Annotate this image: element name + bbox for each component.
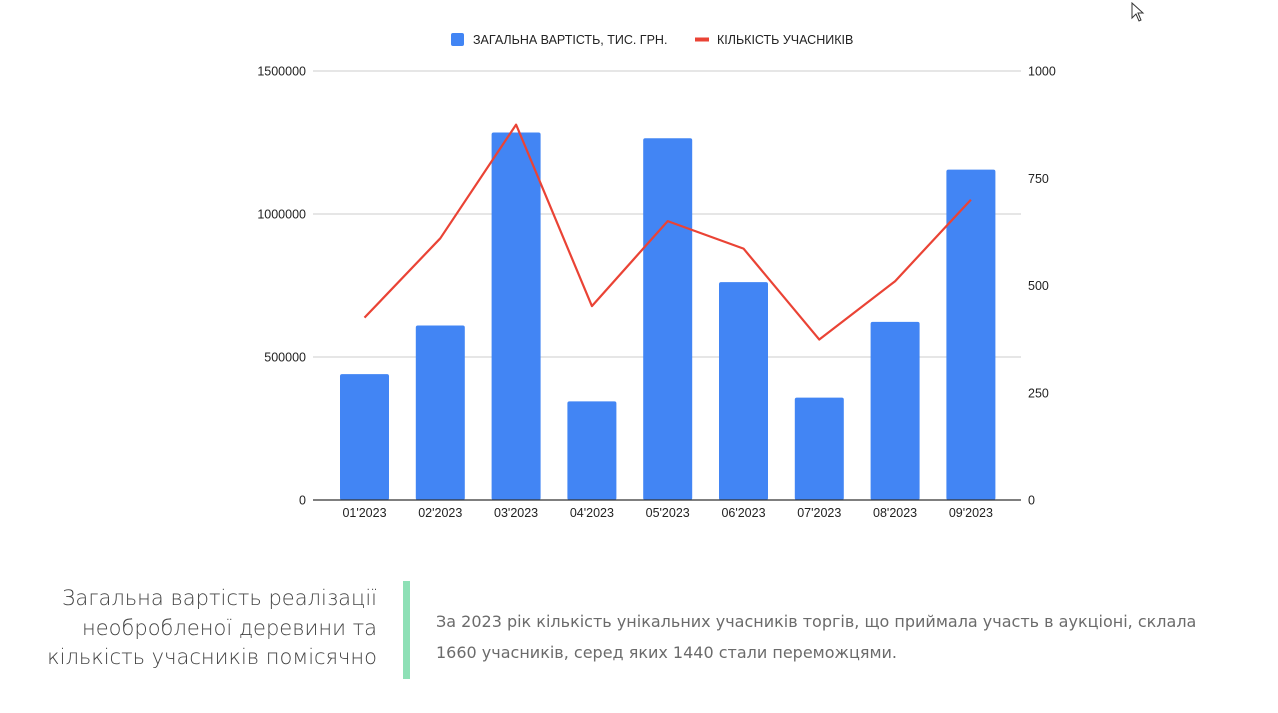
x-tick-label: 05'2023 <box>646 506 690 520</box>
right-y-axis: 0 250 500 750 1000 <box>1028 65 1056 508</box>
left-y-tick-label: 500000 <box>264 351 306 365</box>
caption-title-line: Загальна вартість реалізації <box>61 586 377 610</box>
left-y-tick-label: 1500000 <box>257 65 306 79</box>
x-tick-label: 01'2023 <box>342 506 386 520</box>
caption-title-line: кількість учасників помісячно <box>47 645 377 669</box>
accent-divider <box>403 581 410 679</box>
left-y-tick-label: 0 <box>299 494 306 508</box>
legend-swatch-total-cost <box>451 33 464 46</box>
bar-series <box>340 132 996 501</box>
x-tick-label: 04'2023 <box>570 506 614 520</box>
legend-label-total-cost: ЗАГАЛЬНА ВАРТІСТЬ, ТИС. ГРН. <box>473 33 667 47</box>
x-axis: 01'2023 02'2023 03'2023 04'2023 05'2023 06'20… <box>342 506 993 520</box>
x-tick-label: 08'2023 <box>873 506 917 520</box>
legend-label-participants: КІЛЬКІСТЬ УЧАСНИКІВ <box>717 33 853 47</box>
caption-title: Загальна вартість реалізації необроблено… <box>20 584 377 673</box>
right-y-tick-label: 500 <box>1028 279 1049 293</box>
caption-text-line: 1660 учасників, серед яких 1440 стали пе… <box>436 643 898 662</box>
right-y-tick-label: 750 <box>1028 172 1049 186</box>
right-y-tick-label: 0 <box>1028 494 1035 508</box>
mouse-pointer-icon <box>1131 2 1145 22</box>
right-y-tick-label: 1000 <box>1028 65 1056 79</box>
bar <box>643 138 693 500</box>
chart-legend: ЗАГАЛЬНА ВАРТІСТЬ, ТИС. ГРН. КІЛЬКІСТЬ У… <box>451 33 853 47</box>
bar <box>946 169 996 501</box>
bar <box>340 374 389 500</box>
caption-text-line: За 2023 рік кількість унікальних учасник… <box>436 612 1197 631</box>
bar <box>719 282 768 500</box>
x-tick-label: 07'2023 <box>797 506 841 520</box>
bar <box>491 132 541 501</box>
legend-swatch-participants <box>695 37 709 42</box>
combo-chart: ЗАГАЛЬНА ВАРТІСТЬ, ТИС. ГРН. КІЛЬКІСТЬ У… <box>257 33 1056 520</box>
x-tick-label: 06'2023 <box>721 506 765 520</box>
bar <box>794 397 844 500</box>
series-line <box>363 123 972 341</box>
x-tick-label: 03'2023 <box>494 506 538 520</box>
bar <box>415 325 465 500</box>
caption-title-line: необробленої деревини та <box>82 615 377 640</box>
bar <box>567 401 617 500</box>
left-y-axis: 0 500000 1000000 1500000 <box>257 65 306 508</box>
bar <box>870 321 920 500</box>
caption-text: За 2023 рік кількість унікальних учасник… <box>436 606 1216 668</box>
left-y-tick-label: 1000000 <box>257 208 306 222</box>
right-y-tick-label: 250 <box>1028 386 1049 400</box>
line-series <box>363 123 972 341</box>
x-tick-label: 09'2023 <box>949 506 993 520</box>
x-tick-label: 02'2023 <box>418 506 462 520</box>
